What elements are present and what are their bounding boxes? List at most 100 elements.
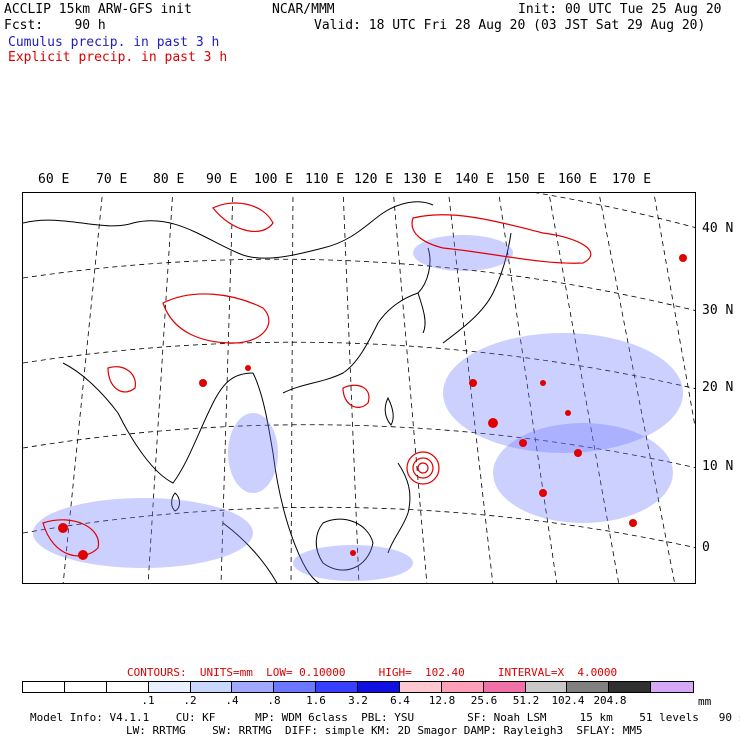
colorbar-swatch [190, 682, 233, 692]
meridian-120e [393, 193, 428, 583]
indochina-coast [252, 372, 320, 583]
india-coast [62, 362, 254, 484]
explicit-cell [539, 489, 547, 497]
parallel-30n [23, 258, 695, 311]
parallel-0 [23, 506, 695, 548]
lon-label-60e: 60 E [38, 172, 70, 187]
explicit-cell [574, 449, 582, 457]
lon-label-110e: 110 E [305, 172, 345, 187]
lat-label-0: 0 [702, 540, 710, 555]
colorbar-label: 1.6 [306, 694, 326, 707]
colorbar-label: 3.2 [348, 694, 368, 707]
meridian-100e [290, 193, 294, 583]
colorbar-swatch [148, 682, 191, 692]
explicit-legend: Explicit precip. in past 3 h [8, 50, 228, 65]
parallel-10n [23, 424, 695, 468]
explicit-cell [245, 365, 251, 371]
lon-label-80e: 80 E [153, 172, 185, 187]
colorbar-label: .2 [183, 694, 197, 707]
cumulus-area [443, 333, 683, 453]
colorbar-unit: mm [698, 695, 712, 708]
cumulus-area [293, 545, 413, 581]
colorbar-swatch [651, 682, 693, 692]
explicit-contour [212, 202, 274, 232]
meridian-70e [62, 193, 103, 583]
explicit-cell [565, 410, 571, 416]
explicit-contour [107, 366, 136, 393]
lon-label-120e: 120 E [354, 172, 394, 187]
sumatra [222, 522, 278, 583]
forecast-hour: Fcst: 90 h [4, 18, 106, 33]
lon-label-70e: 70 E [96, 172, 128, 187]
colorbar-label: .4 [225, 694, 239, 707]
explicit-cell [78, 550, 88, 560]
colorbar-label: .8 [267, 694, 281, 707]
cumulus-area [228, 413, 278, 493]
colorbar-swatch [441, 682, 484, 692]
lat-label-10n: 10 N [702, 459, 734, 474]
explicit-cell [469, 379, 477, 387]
asia-north-boundary [23, 201, 434, 259]
center-label: NCAR/MMM [272, 2, 335, 17]
lon-label-160e: 160 E [558, 172, 598, 187]
explicit-precip-cells [58, 254, 687, 560]
map-frame [22, 192, 696, 584]
korea [417, 292, 426, 334]
meridian-110e [342, 193, 360, 583]
init-time: Init: 00 UTC Tue 25 Aug 20 [518, 2, 722, 17]
lon-label-150e: 150 E [506, 172, 546, 187]
parallel-20n [23, 341, 695, 389]
precip-map [23, 193, 695, 583]
lat-label-20n: 20 N [702, 380, 734, 395]
model-info-line2: LW: RRTMG SW: RRTMG DIFF: simple KM: 2D … [126, 724, 643, 737]
parallel-40n [535, 193, 695, 228]
graticule [23, 193, 695, 583]
japan [442, 232, 512, 344]
lon-label-170e: 170 E [612, 172, 652, 187]
explicit-cell [199, 379, 207, 387]
colorbar-swatch [232, 682, 275, 692]
meridian-150e [548, 193, 620, 583]
lat-label-30n: 30 N [702, 303, 734, 318]
meridian-170e [653, 193, 695, 429]
philippines [387, 462, 411, 554]
china-coast [282, 247, 431, 394]
explicit-contour [342, 384, 370, 408]
colorbar-swatch [274, 682, 317, 692]
explicit-contour [162, 293, 270, 344]
explicit-cell [488, 418, 498, 428]
colorbar-swatch [609, 682, 652, 692]
explicit-contour [411, 214, 592, 264]
explicit-cell [58, 523, 68, 533]
meridian-130e [448, 193, 494, 583]
colorbar [22, 681, 694, 693]
explicit-cell [679, 254, 687, 262]
taiwan [384, 396, 394, 426]
sri-lanka [171, 492, 180, 512]
meridian-160e [598, 193, 676, 583]
typhoon-ring [406, 451, 440, 485]
explicit-cell [350, 550, 356, 556]
lat-label-40n: 40 N [702, 221, 734, 236]
colorbar-label: 25.6 [470, 694, 498, 707]
explicit-precip [42, 202, 592, 557]
meridian-90e [220, 193, 234, 583]
cumulus-area [33, 498, 253, 568]
explicit-cell [629, 519, 637, 527]
colorbar-label: 51.2 [512, 694, 540, 707]
colorbar-swatch [399, 682, 442, 692]
coastlines [23, 201, 512, 583]
cumulus-area [493, 423, 673, 523]
meridian-80e [147, 193, 174, 583]
colorbar-swatch [64, 682, 107, 692]
contours-info: CONTOURS: UNITS=mm LOW= 0.10000 HIGH= 10… [127, 666, 618, 679]
cumulus-area [413, 235, 513, 271]
borneo [315, 518, 374, 571]
explicit-contour [42, 519, 100, 557]
colorbar-swatch [483, 682, 526, 692]
colorbar-swatch [316, 682, 358, 692]
valid-time: Valid: 18 UTC Fri 28 Aug 20 (03 JST Sat … [314, 18, 706, 33]
lon-label-130e: 130 E [403, 172, 443, 187]
meridian-140e [498, 193, 558, 583]
title-left: ACCLIP 15km ARW-GFS init [4, 2, 192, 17]
